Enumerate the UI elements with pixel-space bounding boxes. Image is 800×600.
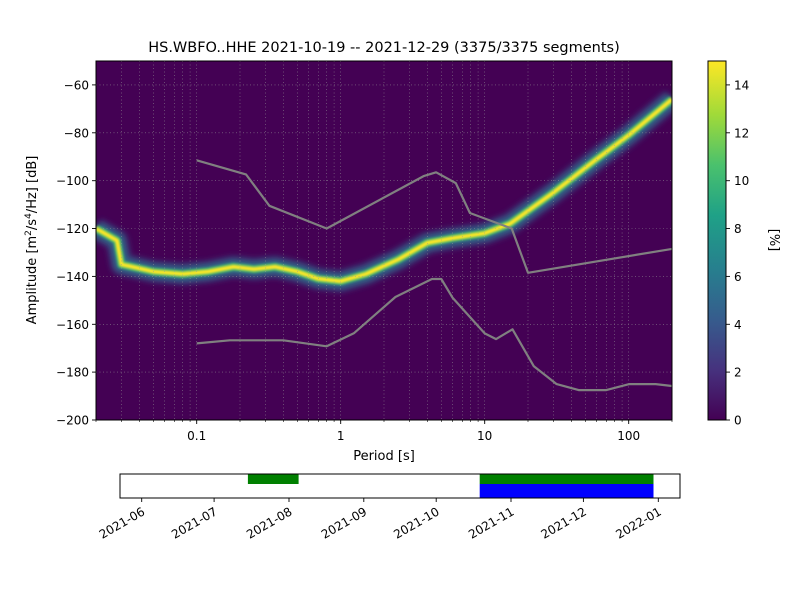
y-tick-label: −200 <box>56 414 89 428</box>
colorbar-tick-label: 0 <box>734 414 742 428</box>
y-label-sup1: 2 <box>24 230 34 236</box>
x-tick-label: 100 <box>617 429 640 443</box>
availability-bar <box>247 474 299 484</box>
timeline-border <box>119 473 681 499</box>
data-availability-bars <box>247 474 654 498</box>
timeline-tick-label: 2021-09 <box>319 504 369 541</box>
colorbar-tick-label: 2 <box>734 366 742 380</box>
colorbar-tick-label: 12 <box>734 126 749 140</box>
timeline-tick-label: 2021-06 <box>97 504 147 541</box>
timeline-tick-label: 2021-10 <box>391 504 441 541</box>
y-tick-label: −140 <box>56 270 89 284</box>
y-label-end: /Hz] [dB] <box>25 156 40 214</box>
y-axis-label: Amplitude [m2/s4/Hz] [dB] <box>24 156 40 325</box>
colorbar-tick-label: 8 <box>734 222 742 236</box>
y-tick-label: −100 <box>56 174 89 188</box>
timeline-tick-label: 2021-11 <box>466 504 516 541</box>
x-tick-label: 10 <box>477 429 492 443</box>
x-axis: 0.1 1 10 100 <box>95 420 673 443</box>
chart-title: HS.WBFO..HHE 2021-10-19 -- 2021-12-29 (3… <box>148 40 620 56</box>
colorbar <box>707 60 727 421</box>
y-tick-label: −160 <box>56 318 89 332</box>
y-label-mid: /s <box>25 219 40 230</box>
y-tick-label: −180 <box>56 366 89 380</box>
y-tick-label: −80 <box>64 126 89 140</box>
colorbar-tick-label: 14 <box>734 78 749 92</box>
availability-bar <box>479 484 654 498</box>
availability-bar <box>479 474 654 484</box>
noise-model-line <box>196 159 672 274</box>
noise-model-line <box>196 277 672 392</box>
y-tick-label: −120 <box>56 222 89 236</box>
grid <box>96 61 672 420</box>
colorbar-tick-label: 6 <box>734 270 742 284</box>
x-axis-label: Period [s] <box>353 449 415 464</box>
colorbar-ticks: 0 2 4 6 8 10 12 14 <box>726 78 749 428</box>
y-label-sup2: 4 <box>24 213 34 219</box>
probability-layer <box>96 90 672 293</box>
noise-models <box>196 159 672 392</box>
colorbar-tick-label: 4 <box>734 318 742 332</box>
timeline-tick-label: 2021-07 <box>169 504 219 541</box>
timeline-tick-label: 2021-08 <box>244 504 294 541</box>
colorbar-label: [%] <box>766 229 781 252</box>
x-tick-label: 0.1 <box>187 429 206 443</box>
colorbar-tick-label: 10 <box>734 174 749 188</box>
timeline-tick-label: 2022-01 <box>613 504 663 541</box>
timeline-tick-label: 2021-12 <box>538 504 588 541</box>
ridge-core <box>96 97 672 284</box>
y-axis: −60 −80 −100 −120 −140 −160 −180 −200 <box>56 78 96 428</box>
y-tick-label: −60 <box>64 78 89 92</box>
x-tick-label: 1 <box>337 429 345 443</box>
y-label-base: Amplitude [m <box>25 236 40 325</box>
timeline-axis: 2021-06 2021-07 2021-08 2021-09 2021-10 2021-… <box>97 498 664 542</box>
